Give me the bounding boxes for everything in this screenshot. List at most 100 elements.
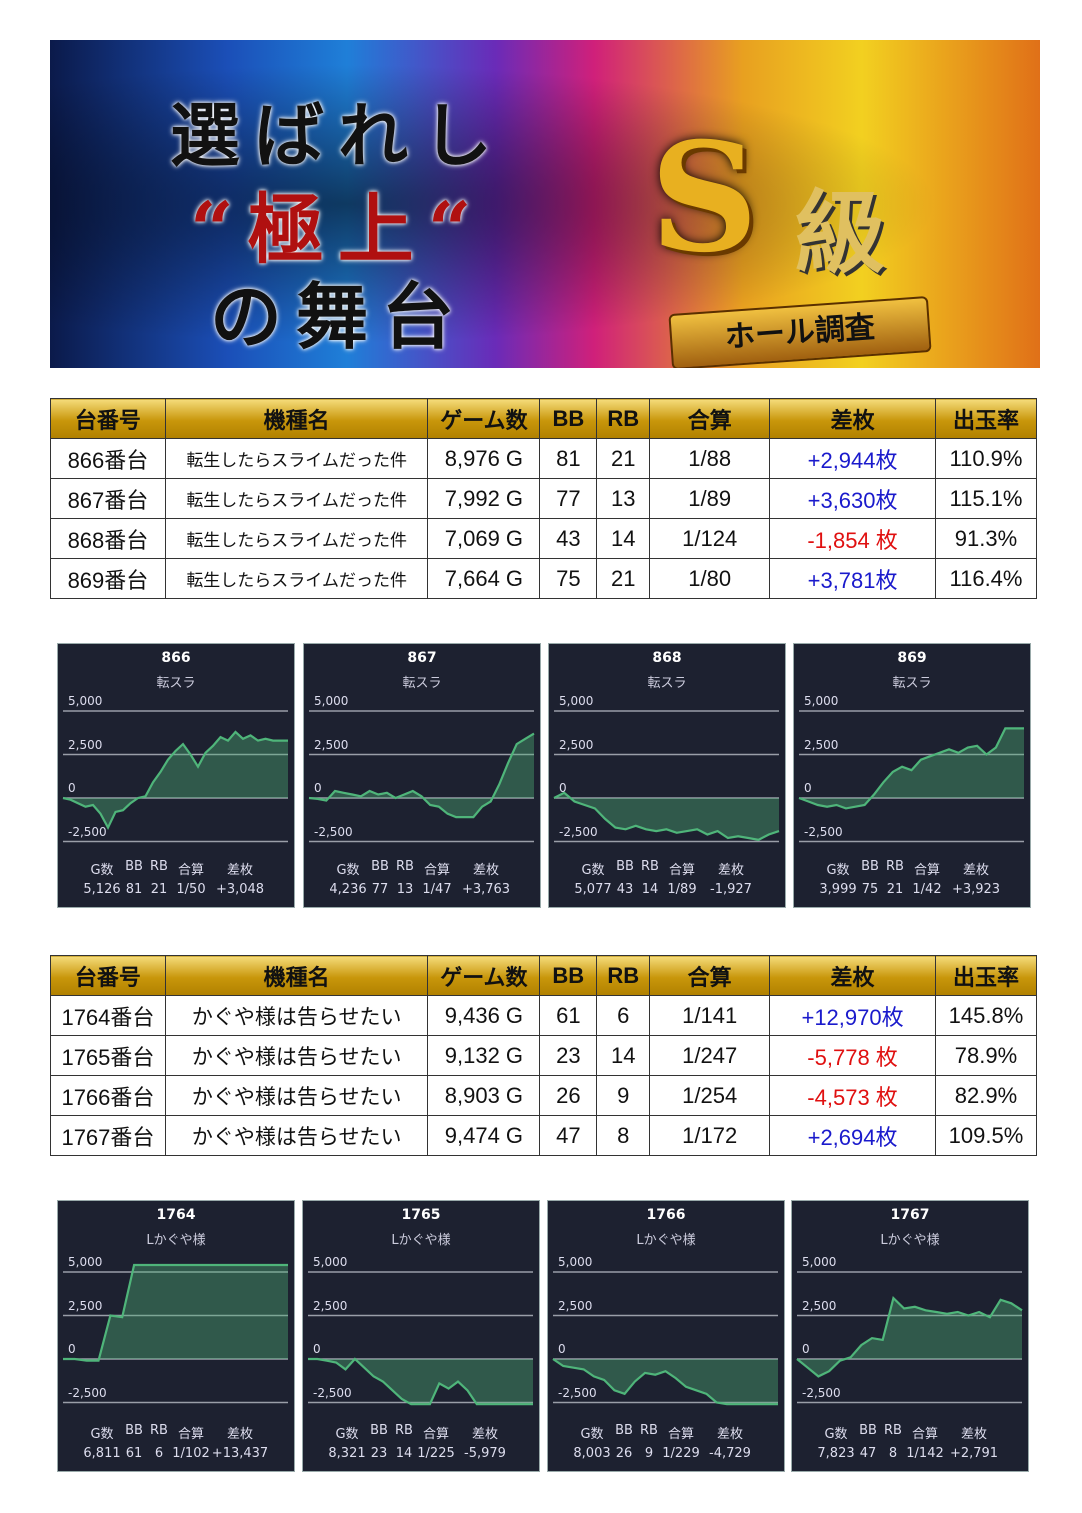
table-cell: 26 <box>539 1075 598 1116</box>
table-cell: 9,474 G <box>427 1115 541 1156</box>
column-header: 機種名 <box>164 955 429 996</box>
stat-label: 差枚 <box>962 863 989 878</box>
stat-value: 81 <box>125 882 143 897</box>
y-tick-label: -2,500 <box>559 824 598 839</box>
graph-title: 1765 <box>401 1207 441 1223</box>
table-cell: 1/88 <box>649 438 771 479</box>
table-cell: 7,992 G <box>427 478 541 519</box>
y-tick-label: 2,500 <box>313 1298 348 1313</box>
y-tick-label: 0 <box>802 1342 810 1356</box>
y-tick-label: 0 <box>558 1342 566 1356</box>
y-tick-label: 5,000 <box>559 694 594 708</box>
y-tick-label: 0 <box>68 781 76 795</box>
column-header: 合算 <box>649 955 771 996</box>
table-cell: 6 <box>596 995 651 1036</box>
table-cell: 9,436 G <box>427 995 541 1036</box>
table-cell: 77 <box>539 478 598 519</box>
stat-label: BB <box>371 859 389 874</box>
table-cell: 869番台 <box>50 558 166 599</box>
stat-label: BB <box>861 859 879 874</box>
table-cell: 21 <box>596 558 651 599</box>
stat-label: 差枚 <box>472 863 499 878</box>
table-cell: 転生したらスライムだった件 <box>164 558 429 599</box>
stat-values-row: 8,003 26 9 1/229 -4,729 <box>548 1446 784 1461</box>
stat-label: 差枚 <box>471 1427 498 1442</box>
stat-label: BB <box>616 859 634 874</box>
stat-label: 合算 <box>177 863 204 878</box>
graph-subtitle: 転スラ <box>647 676 687 691</box>
series-line <box>798 727 1024 810</box>
table-cell: かぐや様は告らせたい <box>164 1075 429 1116</box>
stat-labels-row: G数 BB RB 合算 差枚 <box>304 859 540 878</box>
table-cell: 61 <box>539 995 598 1036</box>
table-cell: +3,781枚 <box>769 558 936 599</box>
table-cell: かぐや様は告らせたい <box>164 1035 429 1076</box>
y-tick-label: -2,500 <box>314 824 353 839</box>
column-header: 台番号 <box>50 398 166 439</box>
stat-label: RB <box>150 859 168 874</box>
table-cell: 1767番台 <box>50 1115 166 1156</box>
stat-label: G数 <box>90 1427 114 1442</box>
stat-labels-row: G数 BB RB 合算 差枚 <box>794 859 1030 878</box>
stat-value: 1/102 <box>172 1446 210 1461</box>
slump-graph <box>308 710 535 843</box>
y-tick-label: 5,000 <box>802 1255 837 1269</box>
series-line <box>62 730 288 831</box>
table-cell: 1/254 <box>649 1075 771 1116</box>
slump-graph-panel: 867 転スラ 5,000 2,500 0 -2,500 G数 BB RB 合算 差枚 4,236 77… <box>303 643 541 908</box>
stat-value: 4,236 <box>329 882 367 897</box>
stat-label: RB <box>396 859 414 874</box>
stat-label: BB <box>859 1423 877 1438</box>
table-cell: 1/247 <box>649 1035 771 1076</box>
column-header: 出玉率 <box>934 955 1038 996</box>
table-cell: +12,970枚 <box>769 995 936 1036</box>
column-header: 台番号 <box>50 955 166 996</box>
series-line <box>63 1263 288 1362</box>
graph-subtitle: 転スラ <box>402 676 442 691</box>
stat-value: 9 <box>644 1446 654 1461</box>
stat-value: 1/225 <box>417 1446 455 1461</box>
stat-value: 1/42 <box>912 882 942 897</box>
y-tick-label: 2,500 <box>558 1298 593 1313</box>
table-cell: 145.8% <box>934 995 1038 1036</box>
area-fill <box>309 733 534 818</box>
slump-graph-panel: 1765 Lかぐや様 5,000 2,500 0 -2,500 G数 BB RB 合算 差枚 8,32… <box>302 1200 540 1472</box>
slump-graph <box>308 1271 533 1406</box>
table-cell: 867番台 <box>50 478 166 519</box>
stat-label: G数 <box>826 863 850 878</box>
stat-value: 7,823 <box>817 1446 855 1461</box>
graph-title: 1764 <box>156 1207 196 1223</box>
y-tick-label: -2,500 <box>68 1385 107 1400</box>
stat-value: 1/89 <box>667 882 697 897</box>
y-tick-label: 0 <box>68 1342 76 1356</box>
stat-label: 合算 <box>177 1427 204 1442</box>
table-row: 1767番台 かぐや様は告らせたい 9,474 G 47 8 1/172 +2,694枚 10… <box>50 1115 1038 1156</box>
stat-label: RB <box>886 859 904 874</box>
stat-value: 6 <box>154 1446 164 1461</box>
y-tick-label: 5,000 <box>68 1255 103 1269</box>
slump-graph <box>798 710 1024 843</box>
stat-value: -5,979 <box>464 1446 506 1461</box>
area-fill <box>63 731 288 828</box>
stat-label: RB <box>641 859 659 874</box>
stat-values-row: 3,999 75 21 1/42 +3,923 <box>794 882 1030 897</box>
stat-label: G数 <box>335 1427 359 1442</box>
stat-values-row: 6,811 61 6 1/102 +13,437 <box>58 1446 294 1461</box>
table-cell: 1/80 <box>649 558 771 599</box>
stat-labels-row: G数 BB RB 合算 差枚 <box>58 859 294 878</box>
stat-value: -4,729 <box>709 1446 751 1461</box>
table-cell: 78.9% <box>934 1035 1038 1076</box>
column-header: 差枚 <box>769 398 936 439</box>
stat-labels-row: G数 BB RB 合算 差枚 <box>549 859 785 878</box>
banner-line-3: の舞台 <box>210 274 469 359</box>
graph-subtitle: Lかぐや様 <box>880 1233 940 1248</box>
stat-value: 8,003 <box>573 1446 611 1461</box>
stat-label: RB <box>640 1423 658 1438</box>
slump-graph <box>62 710 288 843</box>
table-cell: 転生したらスライムだった件 <box>164 478 429 519</box>
stat-value: 43 <box>616 882 634 897</box>
y-tick-label: 2,500 <box>802 1298 837 1313</box>
hero-banner: 選ばれし “極上“ の舞台 S 級 ホール調査 <box>50 40 1040 368</box>
series-line <box>796 1295 1023 1378</box>
